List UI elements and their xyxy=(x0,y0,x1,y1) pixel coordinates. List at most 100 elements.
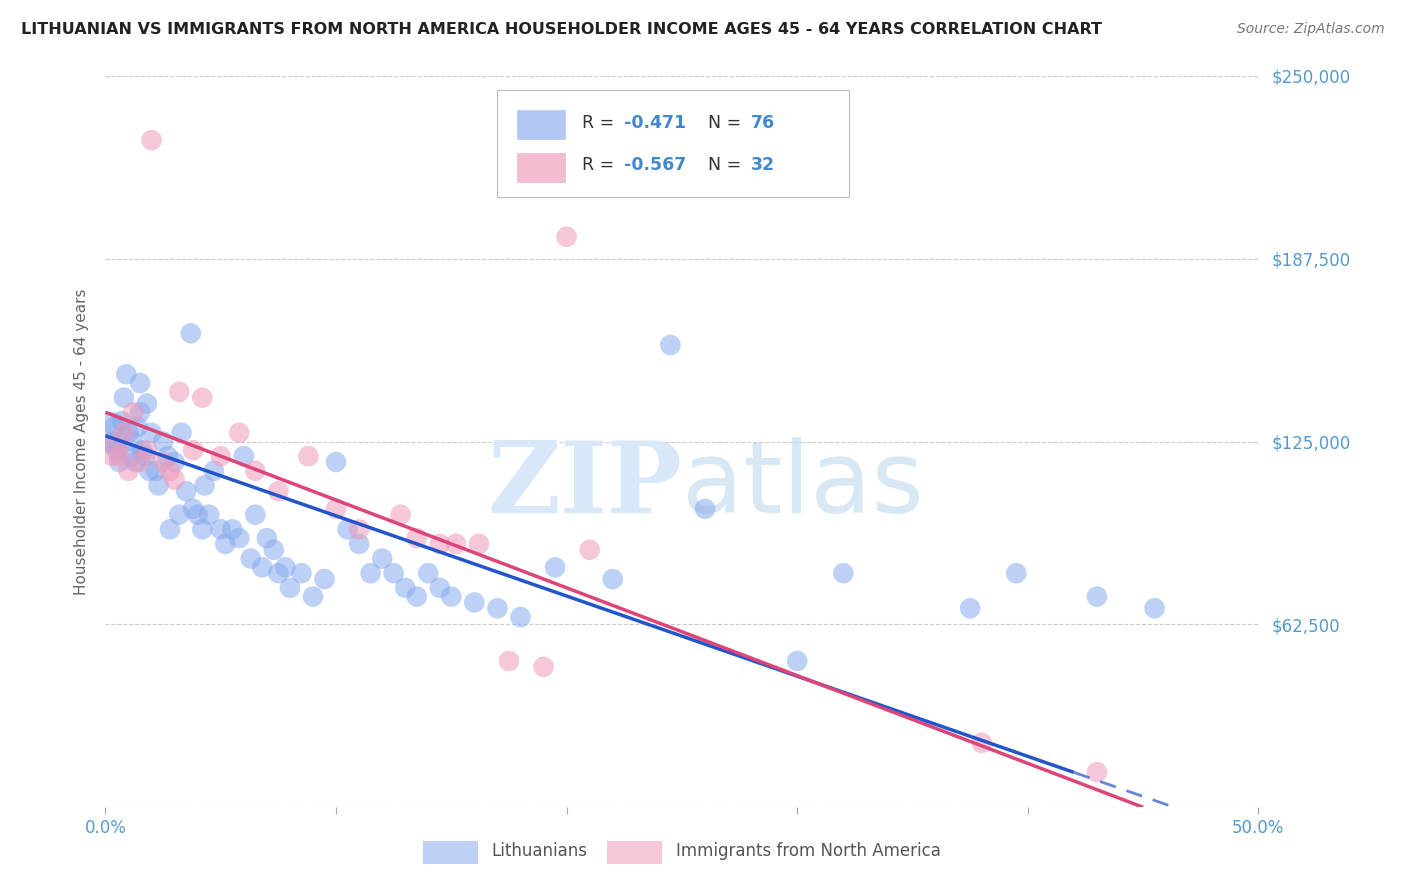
Point xyxy=(544,560,567,574)
Point xyxy=(115,368,138,382)
Point xyxy=(336,522,359,536)
Text: ZIP: ZIP xyxy=(486,437,682,534)
Point xyxy=(486,601,509,615)
Point xyxy=(360,566,382,581)
Point xyxy=(198,508,221,522)
Point xyxy=(429,537,451,551)
Point xyxy=(252,560,274,574)
FancyBboxPatch shape xyxy=(423,841,478,864)
Text: -0.471: -0.471 xyxy=(624,113,686,132)
Point xyxy=(124,455,146,469)
Point xyxy=(498,654,520,668)
Point xyxy=(274,560,297,574)
Point xyxy=(578,542,600,557)
Point xyxy=(659,338,682,352)
Point xyxy=(141,425,163,440)
Text: R =: R = xyxy=(582,113,620,132)
Text: N =: N = xyxy=(709,113,747,132)
Point xyxy=(112,391,135,405)
Point xyxy=(209,522,232,536)
Point xyxy=(112,425,135,440)
Point xyxy=(187,508,209,522)
Text: LITHUANIAN VS IMMIGRANTS FROM NORTH AMERICA HOUSEHOLDER INCOME AGES 45 - 64 YEAR: LITHUANIAN VS IMMIGRANTS FROM NORTH AMER… xyxy=(21,22,1102,37)
Point xyxy=(959,601,981,615)
Point xyxy=(159,522,181,536)
FancyBboxPatch shape xyxy=(498,90,849,196)
Point xyxy=(120,449,142,463)
Text: Source: ZipAtlas.com: Source: ZipAtlas.com xyxy=(1237,22,1385,37)
Point xyxy=(1085,765,1108,780)
Point xyxy=(163,473,186,487)
Point xyxy=(290,566,312,581)
Point xyxy=(325,501,347,516)
Text: R =: R = xyxy=(582,156,620,174)
Point xyxy=(108,455,131,469)
Point xyxy=(152,434,174,449)
Point xyxy=(382,566,405,581)
Point xyxy=(786,654,808,668)
Text: -0.567: -0.567 xyxy=(624,156,686,174)
Point xyxy=(239,551,262,566)
Point xyxy=(429,581,451,595)
Point xyxy=(136,443,159,458)
Point xyxy=(167,508,190,522)
Point xyxy=(174,484,197,499)
Point xyxy=(347,522,370,536)
Point xyxy=(232,449,254,463)
Point xyxy=(405,590,427,604)
Point xyxy=(129,455,152,469)
Point xyxy=(117,464,139,478)
Point xyxy=(371,551,394,566)
Point xyxy=(463,595,485,609)
Point xyxy=(148,478,170,492)
Point xyxy=(141,133,163,147)
Point xyxy=(278,581,301,595)
Point xyxy=(228,425,250,440)
Point xyxy=(302,590,325,604)
Point xyxy=(194,478,217,492)
Point xyxy=(693,501,716,516)
Point xyxy=(468,537,491,551)
Point xyxy=(347,537,370,551)
Point xyxy=(129,405,152,419)
Point xyxy=(167,384,190,399)
Point xyxy=(245,464,267,478)
Text: Immigrants from North America: Immigrants from North America xyxy=(676,842,941,860)
Point xyxy=(156,449,179,463)
Point xyxy=(209,449,232,463)
Point xyxy=(228,531,250,545)
Point xyxy=(214,537,236,551)
Text: 76: 76 xyxy=(751,113,775,132)
Point xyxy=(163,455,186,469)
Point xyxy=(256,531,278,545)
Point xyxy=(129,376,152,390)
Point xyxy=(159,464,181,478)
Point xyxy=(1085,590,1108,604)
Point xyxy=(263,542,285,557)
Point xyxy=(134,449,156,463)
Point xyxy=(832,566,855,581)
Point xyxy=(405,531,427,545)
Point xyxy=(202,464,225,478)
FancyBboxPatch shape xyxy=(517,153,565,182)
Point xyxy=(1143,601,1166,615)
Point xyxy=(105,443,128,458)
Point xyxy=(170,425,193,440)
Text: Lithuanians: Lithuanians xyxy=(492,842,588,860)
Point xyxy=(181,443,204,458)
Point xyxy=(138,464,160,478)
Point xyxy=(104,420,127,434)
Text: N =: N = xyxy=(709,156,747,174)
Point xyxy=(533,660,555,674)
FancyBboxPatch shape xyxy=(517,111,565,139)
Point xyxy=(136,396,159,410)
Point xyxy=(145,464,167,478)
Point xyxy=(180,326,202,341)
Point xyxy=(152,455,174,469)
Point xyxy=(389,508,412,522)
Point xyxy=(970,736,993,750)
Text: 32: 32 xyxy=(751,156,775,174)
Point xyxy=(110,414,132,428)
Point xyxy=(127,420,149,434)
Point xyxy=(122,405,145,419)
